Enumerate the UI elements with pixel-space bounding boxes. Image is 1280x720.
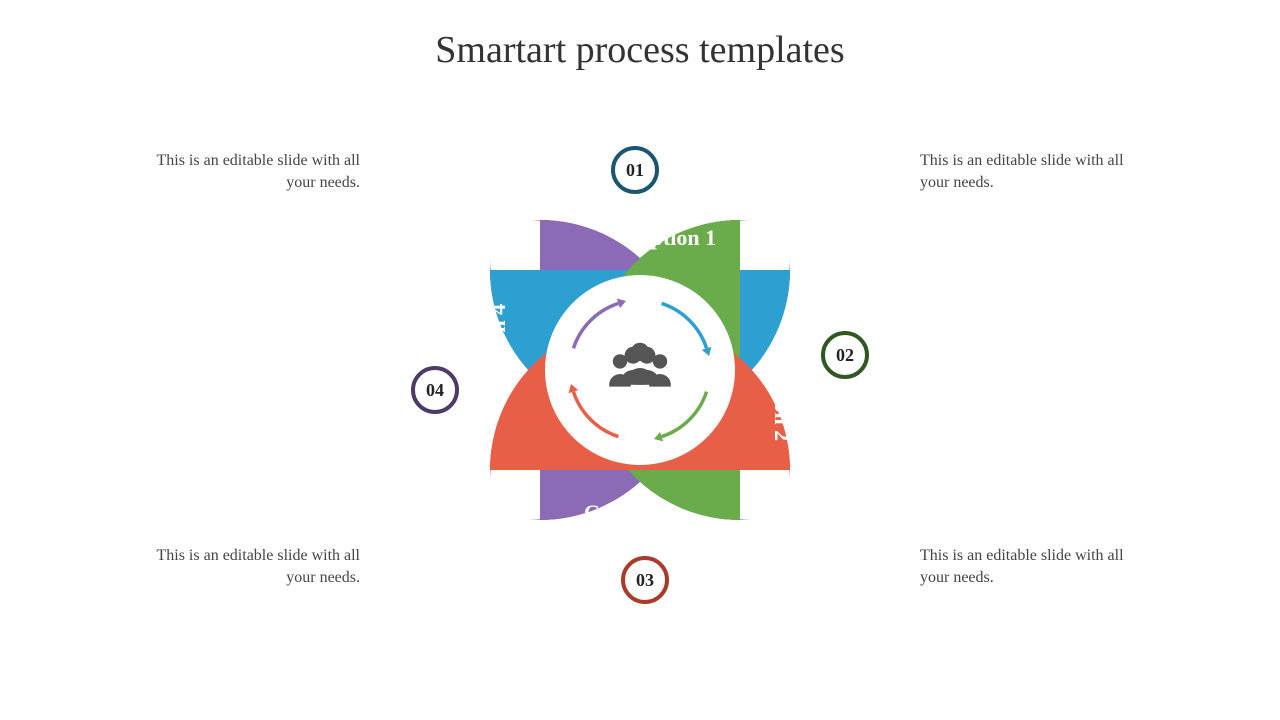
desc-bot-left: This is an editable slide with all your … [140, 545, 360, 590]
number-badge-text: 01 [626, 160, 644, 180]
blade-caption: Caption 1 [624, 225, 716, 250]
blade-caption: Caption 2 [770, 349, 795, 441]
blade-caption: Caption 3 [584, 500, 676, 525]
pinwheel-diagram: Caption 1 01 Caption 2 02 Caption 3 03 Caption… [390, 120, 890, 620]
desc-top-right: This is an editable slide with all your … [920, 150, 1140, 195]
number-badge-text: 02 [836, 345, 854, 365]
page-title: Smartart process templates [0, 28, 1280, 72]
desc-bot-right: This is an editable slide with all your … [920, 545, 1140, 590]
number-badge-text: 04 [426, 380, 444, 400]
number-badge-text: 03 [636, 570, 654, 590]
desc-top-left: This is an editable slide with all your … [140, 150, 360, 195]
blade-caption: Caption 4 [485, 304, 510, 396]
